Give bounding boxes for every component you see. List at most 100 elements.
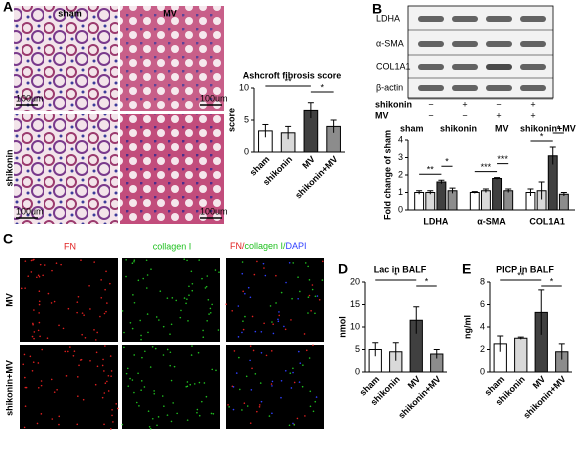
band <box>520 64 546 70</box>
band <box>418 85 444 91</box>
y-tick-label: 0 <box>244 146 249 156</box>
legend-label: sham <box>400 123 424 133</box>
speckle <box>299 362 301 364</box>
row-mark: − <box>462 110 467 120</box>
speckle <box>263 322 265 324</box>
speckle <box>215 370 217 372</box>
speckle <box>25 405 27 407</box>
speckle <box>307 266 309 268</box>
y-tick-label: 1 <box>398 187 403 197</box>
panel-letter: D <box>338 261 348 277</box>
speckle <box>206 286 208 288</box>
speckle <box>129 378 131 380</box>
speckle <box>179 317 181 319</box>
speckle <box>202 330 204 332</box>
speckle <box>127 368 129 370</box>
speckle <box>278 315 280 317</box>
speckle <box>125 276 127 278</box>
speckle <box>186 260 188 262</box>
row-label: shikonin <box>375 99 412 109</box>
speckle <box>250 345 252 347</box>
significance: * <box>425 276 429 286</box>
speckle <box>272 323 274 325</box>
speckle <box>88 285 90 287</box>
speckle <box>314 313 316 315</box>
speckle <box>39 322 41 324</box>
speckle <box>242 320 244 322</box>
speckle <box>191 270 193 272</box>
speckle <box>305 262 307 264</box>
speckle <box>147 313 149 315</box>
speckle <box>33 338 35 340</box>
speckle <box>93 261 95 263</box>
y-tick-label: 6 <box>480 299 485 309</box>
speckle <box>170 351 172 353</box>
speckle <box>133 354 135 356</box>
speckle <box>144 350 146 352</box>
bar <box>559 194 568 210</box>
speckle <box>174 366 176 368</box>
speckle <box>38 387 40 389</box>
significance: * <box>320 82 324 92</box>
speckle <box>317 295 319 297</box>
speckle <box>285 329 287 331</box>
speckle <box>242 291 244 293</box>
y-axis-label: ng/ml <box>462 315 472 339</box>
speckle <box>64 351 66 353</box>
speckle <box>32 370 34 372</box>
speckle <box>137 372 139 374</box>
speckle <box>314 401 316 403</box>
significance: ** <box>427 165 435 175</box>
speckle <box>290 319 292 321</box>
speckle <box>289 424 291 426</box>
speckle <box>39 336 41 338</box>
label-part: FN/ <box>230 241 245 251</box>
x-tick-label: COL1A1 <box>529 216 565 226</box>
speckle <box>133 259 135 261</box>
speckle <box>147 274 149 276</box>
speckle <box>277 319 279 321</box>
speckle <box>180 310 182 312</box>
speckle <box>123 332 125 334</box>
row-mark: + <box>530 110 535 120</box>
speckle <box>149 426 151 428</box>
speckle <box>236 372 238 374</box>
row-label: MV <box>4 293 14 307</box>
speckle <box>187 381 189 383</box>
column-label: sham <box>58 8 82 18</box>
speckle <box>310 310 312 312</box>
speckle <box>162 395 164 397</box>
speckle <box>252 316 254 318</box>
speckle <box>234 350 236 352</box>
speckle <box>251 389 253 391</box>
speckle <box>250 422 252 424</box>
speckle <box>307 312 309 314</box>
speckle <box>172 297 174 299</box>
bar <box>426 193 435 211</box>
speckle <box>24 287 26 289</box>
y-tick-label: 15 <box>350 299 360 309</box>
speckle <box>99 316 101 318</box>
speckle <box>132 294 134 296</box>
speckle <box>243 329 245 331</box>
speckle <box>140 389 142 391</box>
bar <box>415 193 424 211</box>
speckle <box>152 418 154 420</box>
speckle <box>138 280 140 282</box>
speckle <box>266 355 268 357</box>
speckle <box>196 412 198 414</box>
speckle <box>198 352 200 354</box>
speckle <box>51 379 53 381</box>
speckle <box>136 402 138 404</box>
speckle <box>259 404 261 406</box>
speckle <box>111 415 113 417</box>
speckle <box>56 389 58 391</box>
speckle <box>48 293 50 295</box>
speckle <box>294 424 296 426</box>
row-mark: − <box>496 99 501 109</box>
speckle <box>281 380 283 382</box>
speckle <box>215 269 217 271</box>
speckle <box>41 380 43 382</box>
y-tick-label: 2 <box>398 169 403 179</box>
